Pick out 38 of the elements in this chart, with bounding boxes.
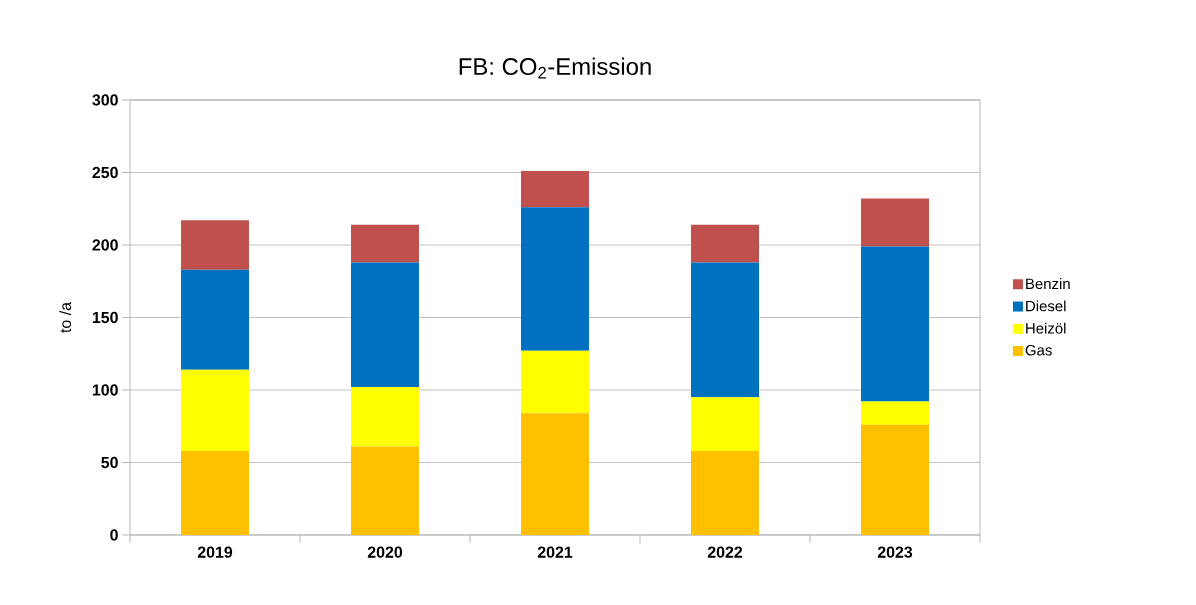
legend-label: Benzin [1026, 278, 1070, 290]
bar [861, 246, 930, 402]
bar [691, 397, 760, 451]
bar [351, 387, 420, 447]
bar [181, 450, 250, 535]
x-tick-label: 2022 [707, 546, 743, 558]
bar [351, 224, 420, 263]
bar [521, 413, 590, 535]
x-tick-label: 2020 [367, 546, 403, 558]
bar [521, 350, 590, 414]
legend-label: Diesel [1026, 300, 1066, 312]
y-tick-label: 0 [110, 529, 118, 541]
bar [861, 401, 930, 425]
y-tick-label: 100 [92, 384, 118, 396]
bar [351, 446, 420, 535]
bar [691, 450, 760, 535]
bar [691, 224, 760, 263]
bar [521, 207, 590, 351]
legend-label: Gas [1025, 344, 1052, 356]
y-tick-label: 50 [101, 456, 118, 469]
bar [181, 369, 250, 451]
x-tick-label: 2021 [537, 546, 573, 558]
x-tick-label: 2023 [877, 546, 913, 558]
bar [181, 269, 250, 370]
bar [351, 262, 420, 388]
bar [861, 198, 930, 247]
y-tick-label: 300 [92, 94, 118, 106]
x-tick-label: 2019 [197, 546, 233, 558]
y-tick-label: 250 [92, 166, 118, 179]
y-tick-label: 200 [92, 239, 118, 251]
bar [691, 262, 760, 398]
y-tick-label: 150 [92, 311, 118, 324]
bar [861, 424, 930, 535]
bar [521, 171, 590, 208]
y-axis-title: to /a [59, 301, 72, 333]
legend-label: Heizöl [1026, 322, 1066, 334]
bar [181, 220, 250, 270]
chart-title: FB: CO$_{2}$-Emission [459, 57, 651, 79]
